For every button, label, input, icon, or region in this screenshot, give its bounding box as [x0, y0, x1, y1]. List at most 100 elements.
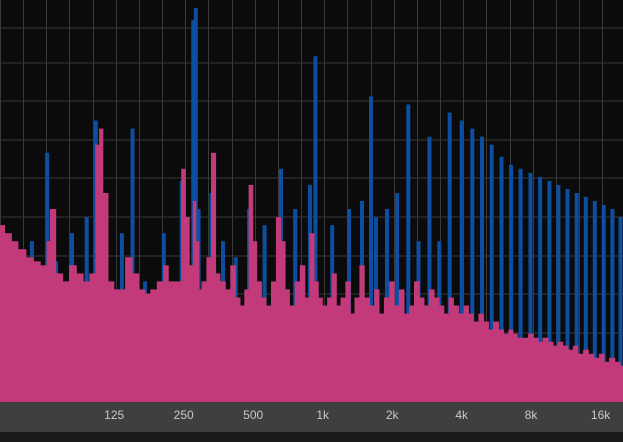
series-b-bar	[163, 265, 169, 402]
series-b-bar	[609, 357, 616, 402]
series-b-bar	[206, 257, 212, 402]
series-a-bar	[538, 176, 543, 402]
series-b-bar	[89, 273, 96, 402]
series-b-bar	[438, 305, 445, 402]
series-b-bar	[547, 341, 554, 402]
series-b-bar	[318, 297, 323, 402]
series-b-bar	[620, 365, 623, 402]
series-a-bar	[583, 197, 588, 402]
series-b-bar	[336, 305, 342, 402]
series-a-bar	[592, 201, 597, 402]
series-b-bar	[69, 265, 77, 402]
series-b-bar	[102, 193, 109, 402]
series-a-bar	[509, 164, 514, 402]
series-b-bar	[517, 337, 524, 402]
series-b-bar	[313, 281, 319, 402]
series-b-bar	[235, 297, 241, 402]
series-b-bar	[508, 329, 514, 402]
series-a-bar	[480, 136, 484, 402]
series-b-bar	[289, 305, 296, 402]
series-b-bar	[394, 305, 400, 402]
series-a-bar	[574, 193, 579, 402]
series-b-bar	[17, 249, 27, 402]
series-b-bar	[424, 305, 430, 402]
series-b-bar	[181, 168, 186, 402]
series-b-bar	[119, 289, 126, 402]
series-b-bar	[195, 241, 200, 402]
series-b-bar	[322, 305, 328, 402]
series-b-bar	[483, 321, 489, 402]
series-b-bar	[364, 297, 370, 402]
series-b-bar	[211, 152, 217, 402]
series-b-bar	[168, 281, 176, 402]
series-b-bar	[562, 345, 569, 402]
series-b-bar	[25, 257, 34, 402]
series-b-bar	[219, 281, 226, 402]
series-b-bar	[458, 313, 465, 402]
series-b-bar	[488, 329, 494, 402]
series-b-bar	[557, 341, 564, 402]
series-b-bar	[359, 265, 365, 402]
series-b-bar	[428, 289, 435, 402]
series-b-bar	[593, 357, 600, 402]
series-b-bar	[522, 337, 529, 402]
series-b-bar	[299, 265, 306, 402]
series-b-bar	[252, 241, 258, 402]
series-b-bar	[271, 281, 277, 402]
series-b-bar	[453, 305, 460, 402]
series-b-bar	[409, 305, 415, 402]
frequency-axis-bar	[0, 402, 623, 432]
series-b-bar	[327, 297, 333, 402]
series-a-bar	[313, 56, 318, 403]
series-b-bar	[598, 353, 605, 402]
series-b-bar	[113, 289, 120, 402]
tick-label: 8k	[525, 408, 539, 422]
series-b-bar	[583, 349, 589, 402]
series-b-bar	[493, 321, 499, 402]
tick-label: 500	[243, 408, 263, 422]
series-b-bar	[434, 297, 440, 402]
series-b-bar	[512, 333, 518, 402]
series-b-bar	[588, 353, 595, 402]
series-b-bar	[95, 144, 100, 402]
series-b-bar	[304, 297, 310, 402]
series-b-bar	[192, 201, 197, 402]
series-b-bar	[448, 297, 454, 402]
series-b-bar	[150, 289, 158, 402]
series-a-bar	[470, 128, 475, 402]
series-b-bar	[62, 281, 70, 402]
series-a-bar	[459, 120, 464, 402]
series-b-bar	[614, 361, 621, 402]
series-a-bar	[395, 193, 400, 402]
series-b-bar	[261, 297, 267, 402]
frequency-axis-labels: 125 250 500 1k 2k 4k 8k 16k	[104, 408, 611, 422]
series-a-bar	[499, 156, 504, 402]
series-b-bar	[280, 241, 286, 402]
series-b-bar	[309, 233, 315, 402]
series-b-bar	[201, 281, 207, 402]
series-a-bar	[565, 188, 570, 402]
series-b-bar	[553, 345, 559, 402]
series-b-bar	[528, 333, 534, 402]
series-b-bar	[256, 281, 262, 402]
series-b-bar	[383, 297, 390, 402]
bottom-strip	[0, 432, 623, 442]
series-b-bar	[498, 329, 505, 402]
series-b-bar	[248, 184, 254, 402]
series-a-bar	[610, 209, 615, 402]
series-b-bar	[398, 289, 405, 402]
series-a-bar	[369, 96, 373, 402]
series-b-bar	[33, 261, 41, 402]
series-b-bar	[138, 289, 146, 402]
series-b-bar	[331, 273, 337, 402]
series-b-bar	[55, 273, 64, 402]
series-b-bar	[265, 305, 272, 402]
series-b-bar	[107, 281, 115, 402]
series-b-bar	[419, 297, 425, 402]
series-b-bar	[403, 313, 410, 402]
series-b-bar	[4, 233, 12, 402]
series-b-bar	[542, 337, 549, 402]
series-b-bar	[189, 265, 194, 402]
series-b-bar	[230, 265, 236, 402]
series-b-bar	[369, 305, 375, 402]
